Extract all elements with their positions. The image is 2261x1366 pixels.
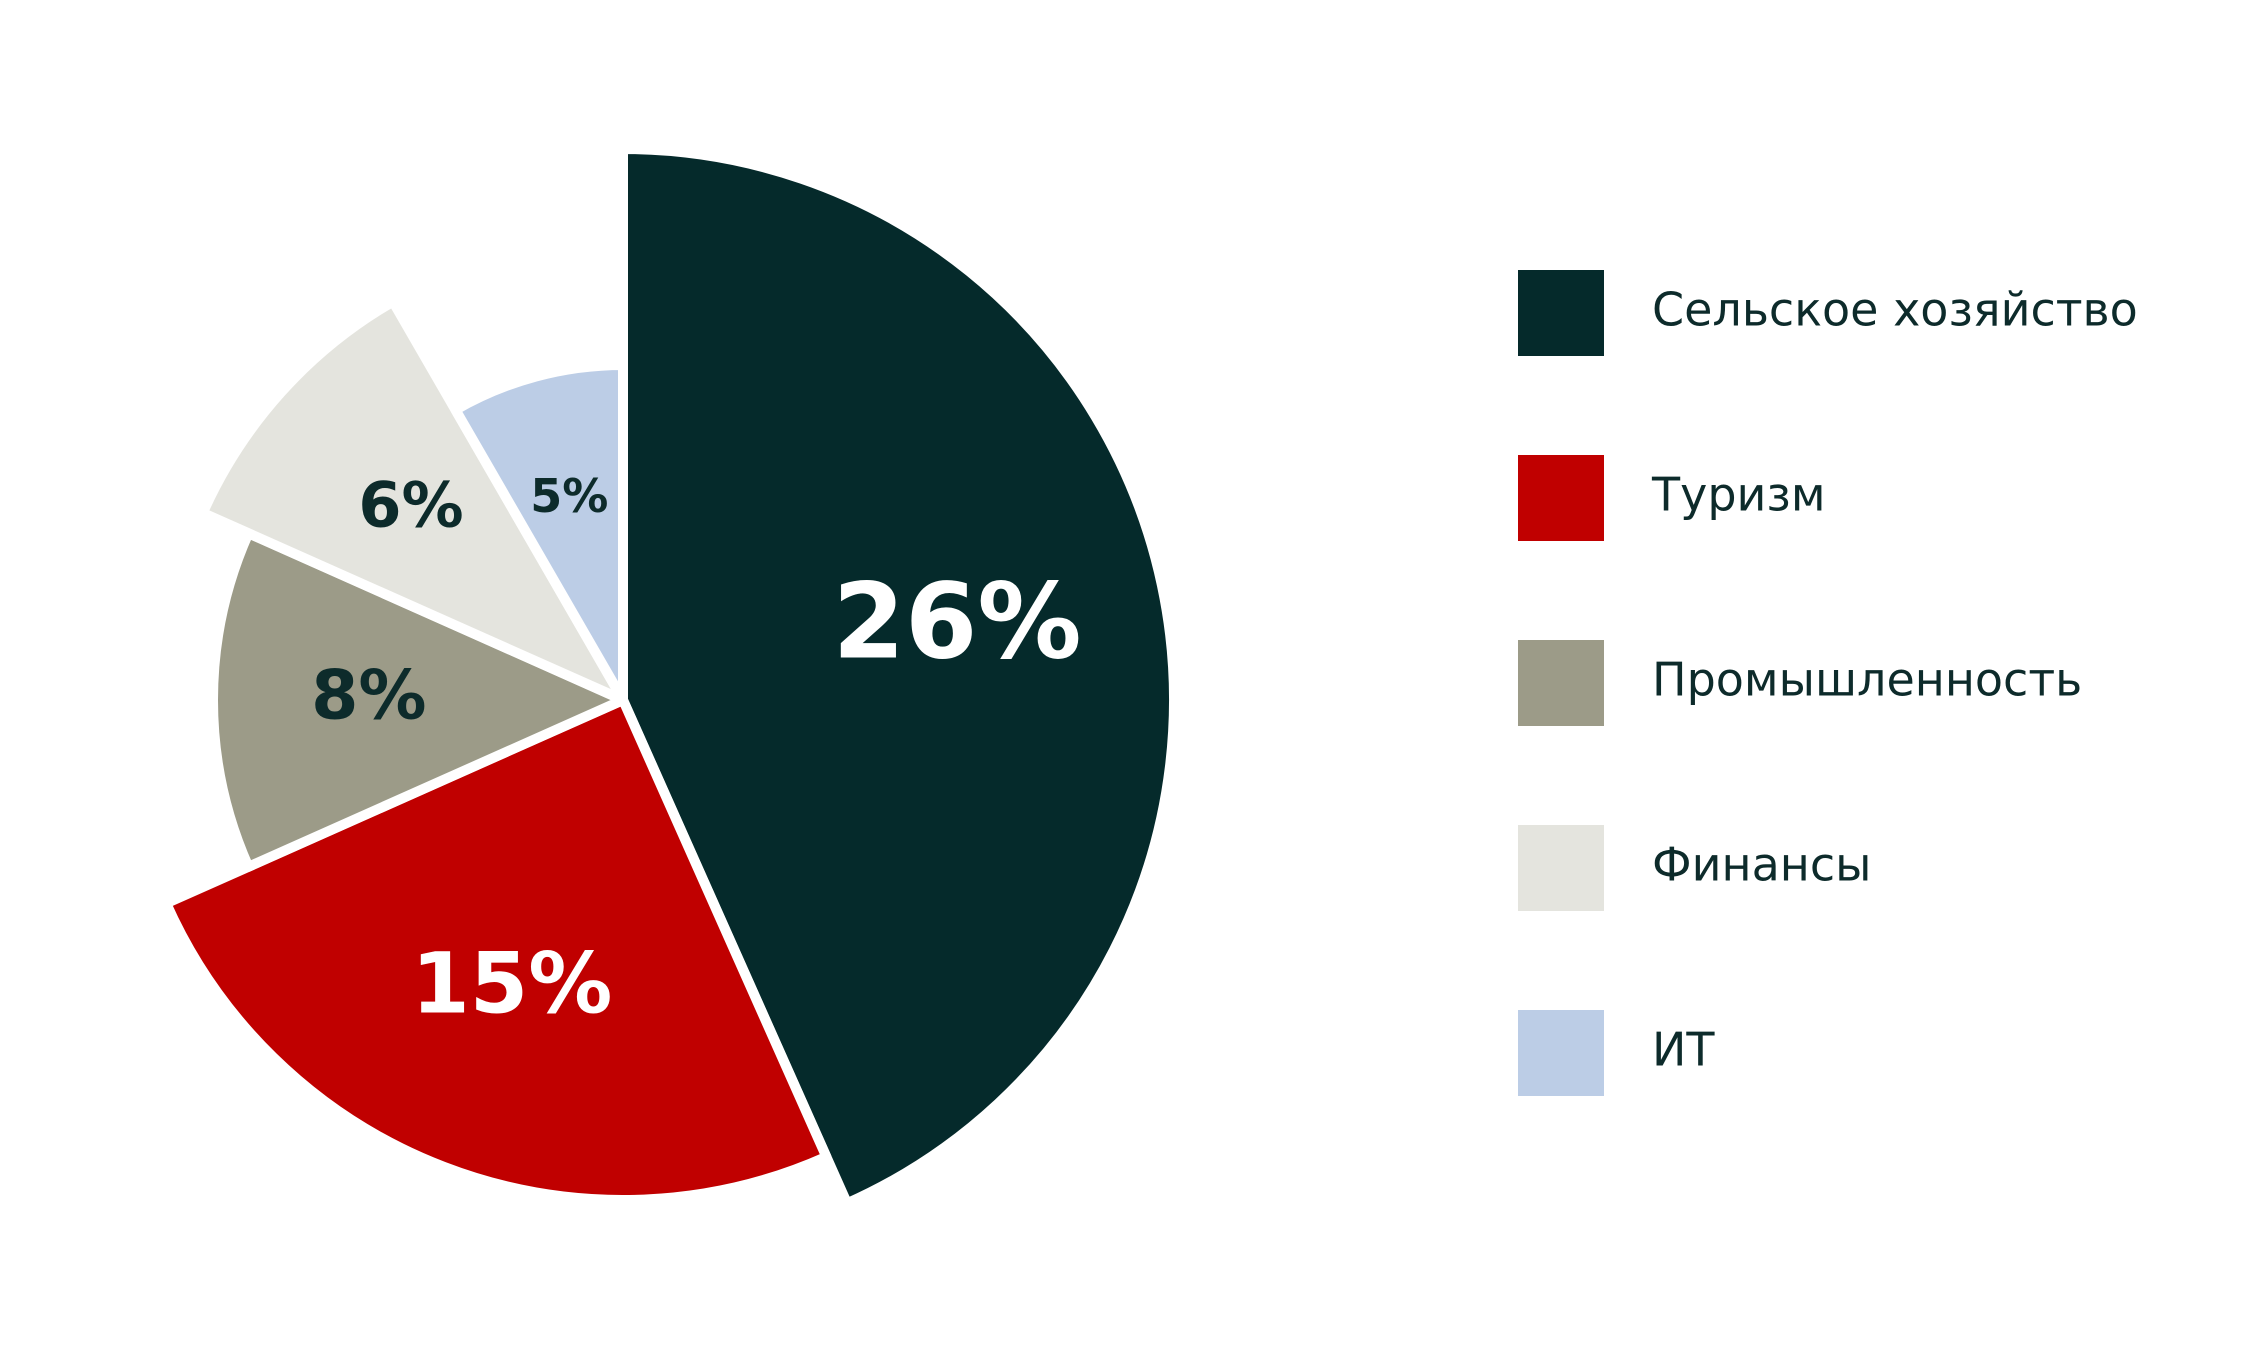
pie-slice bbox=[197, 296, 628, 705]
legend-swatch bbox=[1518, 1010, 1604, 1096]
legend-label: ИТ bbox=[1652, 1023, 1715, 1077]
legend-label: Сельское хозяйство bbox=[1652, 283, 2138, 337]
data-label: 8% bbox=[311, 657, 426, 736]
pie-slice bbox=[618, 144, 1179, 1209]
legend-swatch bbox=[1518, 640, 1604, 726]
data-label: 5% bbox=[530, 469, 608, 523]
legend-label: Туризм bbox=[1651, 468, 1826, 522]
data-label: 15% bbox=[411, 934, 612, 1032]
legend-label: Финансы bbox=[1652, 838, 1871, 892]
pie-slice bbox=[450, 360, 628, 705]
legend-label: Промышленность bbox=[1652, 653, 2082, 707]
pie-slice bbox=[161, 695, 832, 1205]
data-label: 26% bbox=[833, 560, 1082, 682]
pie-slice bbox=[208, 528, 628, 872]
data-label: 6% bbox=[358, 468, 463, 541]
legend-swatch bbox=[1518, 455, 1604, 541]
legend-swatch bbox=[1518, 825, 1604, 911]
legend-swatch bbox=[1518, 270, 1604, 356]
